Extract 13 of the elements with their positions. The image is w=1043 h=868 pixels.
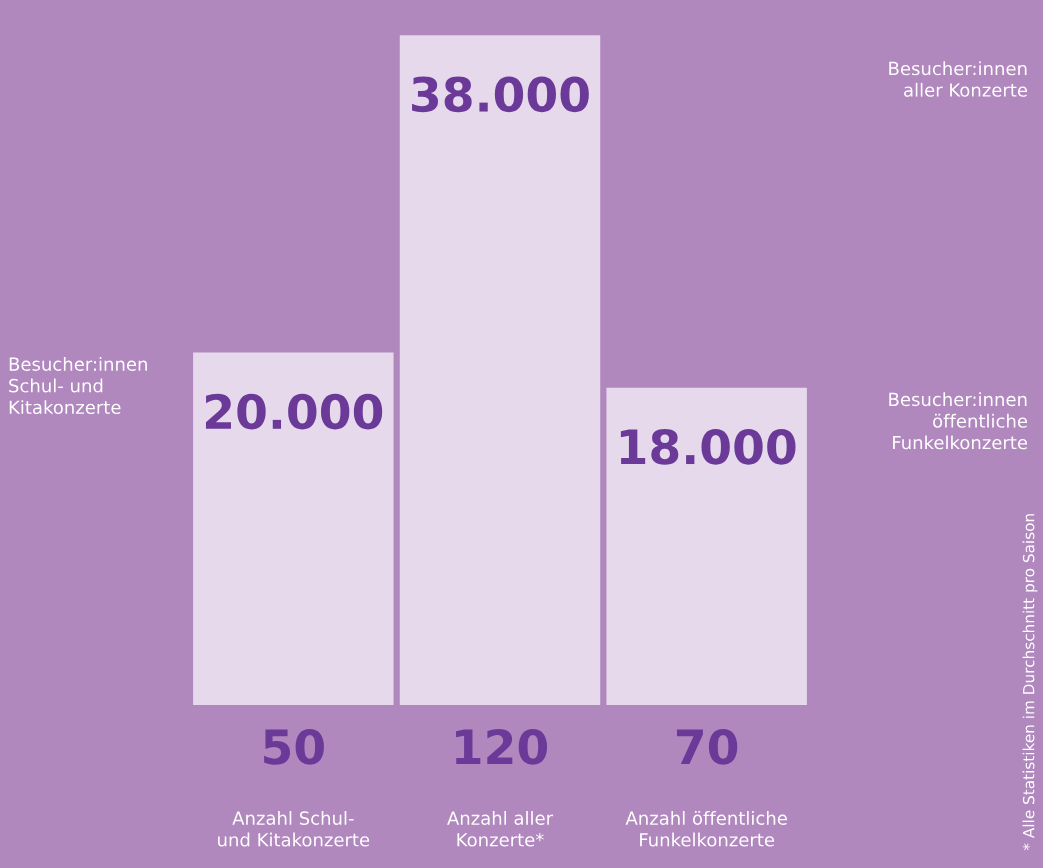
data-label: 70: [676, 728, 738, 765]
data-label: 38.000: [412, 76, 589, 113]
data-label: 120: [456, 728, 548, 765]
text: Besucher:innen Schul- und Kitakonzerte: [9, 356, 147, 415]
data-label: 20.000: [205, 393, 383, 430]
text: Besucher:innen aller Konzerte: [889, 61, 1028, 97]
text: Besucher:innen öffentliche Funkelkonzerte: [889, 392, 1028, 450]
data-label: 50: [264, 728, 324, 765]
text: * Alle Statistiken im Durchschnitt pro Saison: [1022, 514, 1038, 851]
category-label: Anzahl Schul- und Kitakonzerte: [218, 811, 370, 847]
data-label: 18.000: [620, 428, 796, 465]
category-label: Anzahl öffentliche Funkelkonzerte: [625, 811, 787, 847]
category-label: Anzahl aller Konzerte*: [447, 811, 554, 847]
